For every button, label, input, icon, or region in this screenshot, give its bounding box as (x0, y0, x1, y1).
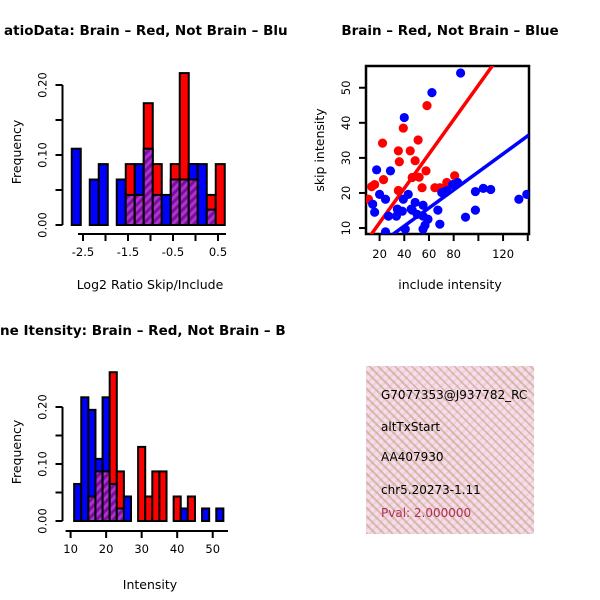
scatter-panel: 20 40 60 80 120 10 20 30 40 50 Brain – Red, Not B… (300, 0, 600, 300)
intensity-histogram-ylabel: Frequency (9, 419, 24, 485)
svg-text:60: 60 (422, 247, 437, 261)
svg-text:0.20: 0.20 (36, 72, 50, 98)
svg-text:80: 80 (446, 247, 461, 261)
histogram-intensity-panel: 0.00 0.10 0.20 10 20 30 40 50 ne Itensity: Brai… (0, 300, 300, 600)
svg-text:0.00: 0.00 (36, 508, 50, 534)
svg-text:40: 40 (397, 247, 412, 261)
svg-text:0.10: 0.10 (36, 451, 50, 477)
svg-text:0.5: 0.5 (209, 245, 227, 259)
ratio-histogram-ylabel: Frequency (9, 119, 24, 185)
scatter-xlabel: include intensity (398, 277, 502, 292)
svg-text:-1.5: -1.5 (117, 245, 139, 259)
info-line-locus: chr5.20273-1.11 (381, 483, 481, 497)
svg-text:40: 40 (170, 542, 185, 556)
svg-text:10: 10 (63, 542, 78, 556)
svg-text:50: 50 (205, 542, 220, 556)
scatter-title: Brain – Red, Not Brain – Blue (341, 23, 559, 39)
event-info-box: G7077353@J937782_RC altTxStart AA407930 … (366, 366, 534, 534)
histogram-ratio-panel: 0.00 0.10 0.20 -2.5 -1.5 -0.5 0.5 atioData: Br… (0, 0, 300, 300)
svg-text:20: 20 (99, 542, 114, 556)
intensity-scatter-plot: 20 40 60 80 120 10 20 30 40 50 (339, 64, 531, 261)
info-line-gene-id: G7077353@J937782_RC (381, 388, 528, 402)
intensity-histogram-xlabel: Intensity (122, 577, 178, 592)
svg-text:40: 40 (339, 115, 353, 130)
ratio-histogram-xlabel: Log2 Ratio Skip/Include (76, 277, 224, 292)
svg-text:20: 20 (339, 186, 353, 201)
svg-text:30: 30 (134, 542, 149, 556)
intensity-histogram-title: ne Itensity: Brain – Red, Not Brain – B (0, 323, 286, 339)
svg-text:-2.5: -2.5 (72, 245, 94, 259)
svg-text:50: 50 (339, 80, 353, 95)
intensity-histogram-plot: 0.00 0.10 0.20 10 20 30 40 50 (36, 371, 228, 556)
svg-text:0.20: 0.20 (36, 394, 50, 420)
svg-text:0.10: 0.10 (36, 142, 50, 168)
svg-text:30: 30 (339, 151, 353, 166)
info-panel: G7077353@J937782_RC altTxStart AA407930 … (300, 300, 600, 600)
svg-text:-0.5: -0.5 (162, 245, 184, 259)
ratio-histogram-plot: 0.00 0.10 0.20 -2.5 -1.5 -0.5 0.5 (36, 72, 227, 259)
svg-text:0.00: 0.00 (36, 212, 50, 238)
svg-text:120: 120 (492, 247, 514, 261)
info-line-event-type: altTxStart (381, 420, 441, 434)
svg-text:10: 10 (339, 221, 353, 236)
info-line-pval: Pval: 2.000000 (381, 506, 472, 520)
svg-text:20: 20 (372, 247, 387, 261)
ratio-histogram-title: atioData: Brain – Red, Not Brain – Blu (4, 23, 288, 39)
scatter-ylabel: skip intensity (312, 108, 327, 192)
info-line-accession: AA407930 (381, 450, 444, 464)
